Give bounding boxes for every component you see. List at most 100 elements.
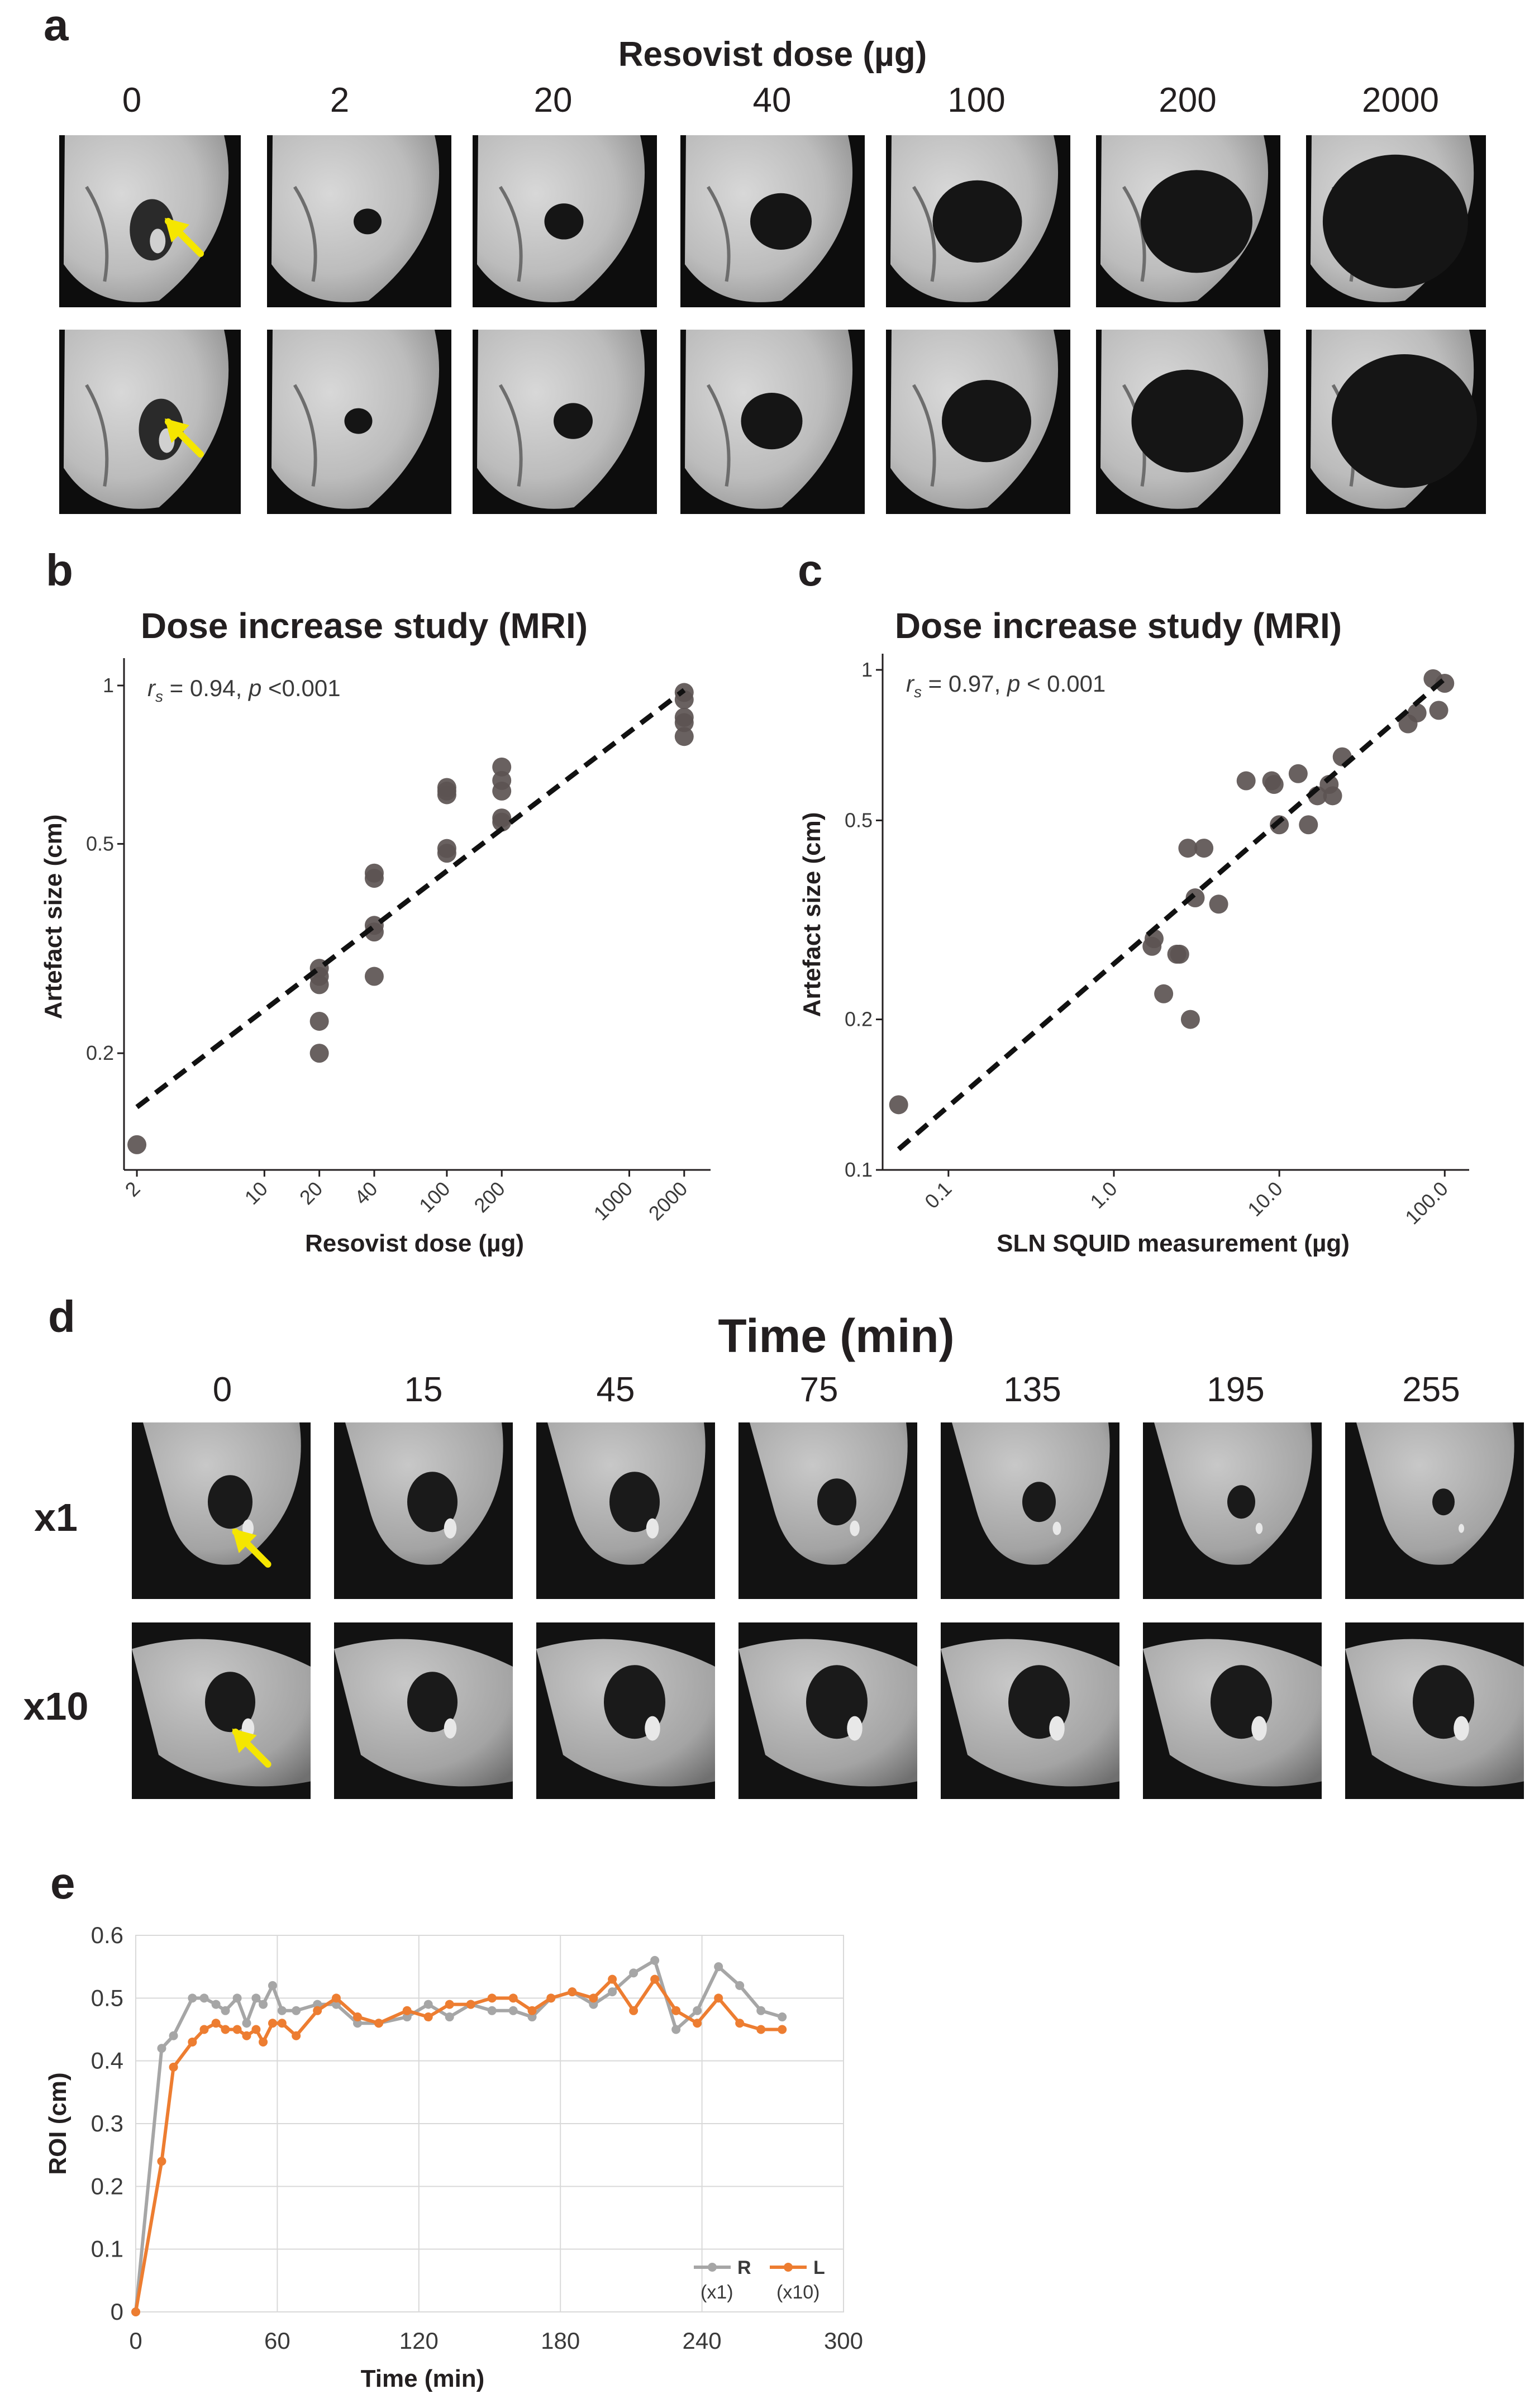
mri-image: [536, 1622, 715, 1799]
bright-rim: [1049, 1716, 1065, 1741]
data-point: [437, 778, 456, 797]
series-point-R: [232, 1993, 242, 2003]
data-point: [309, 1044, 329, 1063]
annotation-part: < 0.001: [1020, 670, 1106, 697]
x-tick-label: 300: [824, 2328, 863, 2354]
x-tick-label: 40: [350, 1177, 382, 1209]
series-point-R: [629, 1968, 639, 1978]
series-point-L: [169, 2062, 178, 2072]
legend-label: L: [813, 2257, 825, 2278]
mri-image: [1096, 135, 1280, 307]
y-tick-label: 1: [861, 658, 873, 681]
bright-rim: [1454, 1716, 1469, 1741]
susceptibility-artefact: [344, 408, 373, 434]
yellow-arrow-head: [165, 218, 189, 242]
panel-a-col-header: 100: [947, 81, 1005, 120]
series-point-R: [423, 2000, 433, 2009]
mri-image: [1345, 1622, 1524, 1799]
susceptibility-artefact: [609, 1472, 660, 1533]
series-point-R: [157, 2044, 166, 2053]
series-point-L: [735, 2019, 745, 2028]
y-tick-label: 0.5: [91, 1985, 123, 2011]
mri-image: [59, 135, 241, 307]
data-point: [127, 1135, 147, 1154]
y-axis-label: Artefact size (cm): [798, 812, 826, 1017]
tissue-fold: [912, 185, 936, 282]
series-point-R: [268, 1981, 277, 1990]
series-point-L: [277, 2019, 287, 2028]
mri-image: [473, 135, 657, 307]
series-point-R: [608, 1987, 617, 1997]
tissue-fold: [293, 384, 317, 487]
x-tick-label: 120: [399, 2328, 439, 2354]
legend-sublabel: (x10): [776, 2282, 819, 2303]
correlation-annotation: rs = 0.94, p <0.001: [147, 675, 341, 705]
series-point-L: [232, 2025, 242, 2034]
panel-d-title: Time (min): [718, 1310, 954, 1362]
series-point-L: [778, 2025, 787, 2034]
correlation-annotation: rs = 0.97, p < 0.001: [906, 670, 1106, 701]
data-point: [1429, 701, 1449, 720]
series-point-R: [650, 1955, 660, 1965]
panel-d-col-header: 0: [213, 1370, 232, 1409]
x-tick-label: 10.0: [1243, 1177, 1287, 1221]
series-point-R: [589, 2000, 598, 2009]
mri-image: [536, 1422, 715, 1599]
y-tick-label: 0.5: [86, 832, 114, 855]
series-point-L: [466, 2000, 475, 2009]
data-point: [1435, 674, 1455, 693]
panel-b-chart: Dose increase study (MRI) 0.2 0.5 1 2 10 20 40 1…: [40, 606, 711, 1257]
series-point-L: [188, 2037, 197, 2047]
series-point-R: [402, 2012, 412, 2022]
susceptibility-artefact: [1022, 1482, 1056, 1522]
tissue-fold: [85, 384, 109, 487]
susceptibility-artefact: [817, 1478, 856, 1526]
x-tick-label: 2: [121, 1177, 145, 1201]
x-tick-label: 60: [264, 2328, 290, 2354]
panel-d-col-header: 255: [1402, 1370, 1460, 1409]
susceptibility-artefact: [354, 208, 382, 235]
series-point-R: [242, 2019, 251, 2028]
x-axis-label: Resovist dose (µg): [305, 1230, 524, 1257]
series-point-R: [221, 2006, 230, 2015]
y-axis-label: ROI (cm): [44, 2072, 72, 2174]
susceptibility-artefact: [942, 380, 1031, 463]
data-point: [492, 808, 512, 828]
lymph-node-core: [150, 229, 166, 254]
panel-c-letter: c: [798, 545, 823, 595]
tissue-fold: [498, 384, 523, 487]
y-tick-label: 0.4: [91, 2048, 123, 2074]
panel-d-column-headers: 0 15 45 75 135 195 255: [213, 1370, 1460, 1409]
series-line-L: [134, 1976, 783, 2312]
series-point-L: [546, 1993, 556, 2003]
mri-image: [738, 1422, 917, 1599]
mri-image: [941, 1622, 1119, 1799]
bright-rim: [1459, 1524, 1464, 1533]
panel-d-row-label: x1: [34, 1496, 78, 1539]
data-point: [1185, 888, 1205, 908]
tissue-fold: [85, 185, 109, 282]
data-point: [364, 863, 384, 883]
panel-d-col-header: 135: [1003, 1370, 1061, 1409]
panel-d-col-header: 75: [800, 1370, 838, 1409]
panel-d-letter: d: [48, 1292, 75, 1341]
series-point-L: [589, 1993, 598, 2003]
bright-rim: [850, 1520, 860, 1536]
panel-c-chart: Dose increase study (MRI) 0.1 0.2 0.5 1 0.1 1.…: [798, 606, 1469, 1257]
annotation-part: s: [155, 688, 163, 705]
panel-e-chart: 0 0.1 0.2 0.3 0.4 0.5 0.6 0 60 120 180 240 300 Time (…: [44, 1922, 863, 2392]
x-tick-label: 2000: [644, 1177, 692, 1225]
susceptibility-artefact: [1131, 369, 1243, 473]
series-point-L: [292, 2031, 301, 2040]
annotation-part: = 0.97,: [922, 670, 1007, 697]
data-point: [889, 1095, 908, 1115]
lymph-node: [130, 199, 175, 261]
mri-image: [334, 1622, 513, 1799]
bright-rim: [645, 1716, 660, 1741]
x-tick-label: 20: [295, 1177, 327, 1209]
chart-title: Dose increase study (MRI): [895, 606, 1342, 646]
y-tick-label: 0.6: [91, 1922, 123, 1948]
panel-a-letter: a: [44, 0, 69, 50]
mri-image: [886, 135, 1070, 307]
susceptibility-artefact: [407, 1472, 458, 1533]
